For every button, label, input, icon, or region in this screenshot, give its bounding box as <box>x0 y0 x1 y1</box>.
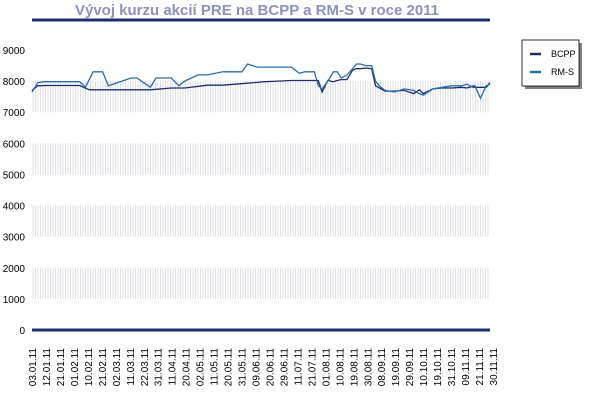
y-tick-label: 7000 <box>3 108 26 119</box>
y-tick-label: 9000 <box>3 46 26 57</box>
grid-band <box>32 81 489 113</box>
legend-label: RM-S <box>551 67 574 77</box>
y-tick-label: 1000 <box>3 295 26 306</box>
grid-band <box>32 267 489 299</box>
x-tick-label: 30.08.11 <box>363 348 374 387</box>
x-tick-label: 29.06.11 <box>279 348 290 387</box>
x-tick-label: 11.07.11 <box>293 348 304 386</box>
y-tick-label: 6000 <box>3 139 26 150</box>
x-tick-label: 03.01.11 <box>28 348 39 387</box>
x-tick-label: 19.09.11 <box>391 348 402 387</box>
y-tick-label: 0 <box>19 326 25 337</box>
x-axis: 03.01.11 12.01.11 21.01.11 01.02.11 10.02.11… <box>28 348 500 387</box>
x-tick-label: 22.03.11 <box>140 348 151 387</box>
legend-box <box>521 39 580 87</box>
x-tick-label: 31.05.11 <box>238 348 249 387</box>
x-tick-label: 31.10.11 <box>447 348 458 387</box>
x-tick-label: 21.02.11 <box>98 348 109 387</box>
x-tick-label: 10.08.11 <box>335 348 346 387</box>
x-tick-label: 11.03.11 <box>126 348 137 386</box>
x-tick-label: 20.04.11 <box>182 348 193 387</box>
y-tick-label: 2000 <box>3 264 26 275</box>
x-tick-label: 02.05.11 <box>196 348 207 387</box>
chart-title: Vývoj kurzu akcií PRE na BCPP a RM-S v r… <box>75 2 439 19</box>
grid <box>32 81 489 299</box>
x-tick-label: 21.01.11 <box>56 348 67 387</box>
x-tick-label: 19.08.11 <box>349 348 360 387</box>
x-tick-label: 10.10.11 <box>419 348 430 387</box>
series-line-bcpp <box>31 67 491 95</box>
x-tick-label: 11.05.11 <box>210 348 221 386</box>
x-tick-label: 29.09.11 <box>405 348 416 387</box>
x-tick-label: 08.09.11 <box>377 348 388 387</box>
x-tick-label: 19.10.11 <box>433 348 444 387</box>
x-tick-label: 11.04.11 <box>168 348 179 386</box>
x-tick-label: 20.06.11 <box>265 348 276 387</box>
x-tick-label: 01.02.11 <box>70 348 81 387</box>
x-tick-label: 09.06.11 <box>252 348 263 387</box>
x-tick-label: 02.03.11 <box>112 348 123 387</box>
y-axis: 0 1000 2000 3000 4000 5000 6000 7000 8000 9000 <box>3 46 490 337</box>
series-line-rm-s <box>31 63 491 100</box>
series-group <box>31 63 491 100</box>
grid-band <box>32 143 489 175</box>
x-tick-label: 09.11.11 <box>461 348 472 386</box>
x-tick-label: 21.11.11 <box>475 348 486 386</box>
legend: BCPP RM-S <box>521 39 582 89</box>
x-tick-label: 12.01.11 <box>42 348 53 387</box>
y-tick-label: 8000 <box>3 77 26 88</box>
x-tick-label: 31.03.11 <box>154 348 165 387</box>
grid-band <box>32 205 489 237</box>
x-tick-label: 20.05.11 <box>224 348 235 387</box>
y-tick-label: 4000 <box>3 202 26 213</box>
x-tick-label: 30.11.11 <box>489 348 500 386</box>
x-tick-label: 01.08.11 <box>321 348 332 387</box>
legend-label: BCPP <box>551 49 576 59</box>
y-tick-label: 5000 <box>3 170 26 181</box>
y-tick-label: 3000 <box>3 233 26 244</box>
x-tick-label: 21.07.11 <box>307 348 318 387</box>
x-tick-label: 10.02.11 <box>84 348 95 387</box>
